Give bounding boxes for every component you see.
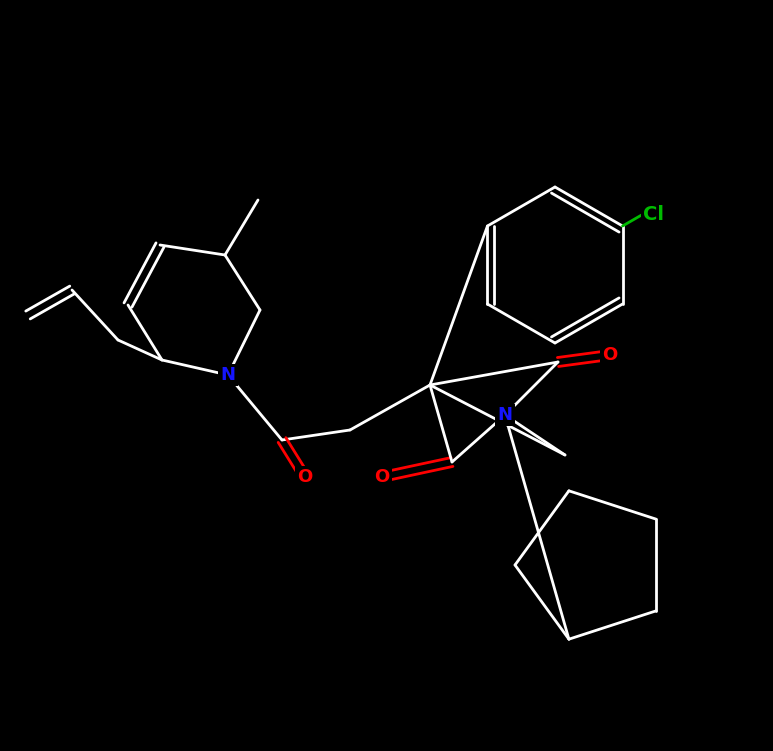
- Text: N: N: [220, 366, 236, 384]
- Text: Cl: Cl: [643, 206, 664, 225]
- Text: N: N: [498, 406, 512, 424]
- Text: O: O: [298, 468, 312, 486]
- Text: O: O: [374, 468, 390, 486]
- Text: O: O: [602, 346, 618, 364]
